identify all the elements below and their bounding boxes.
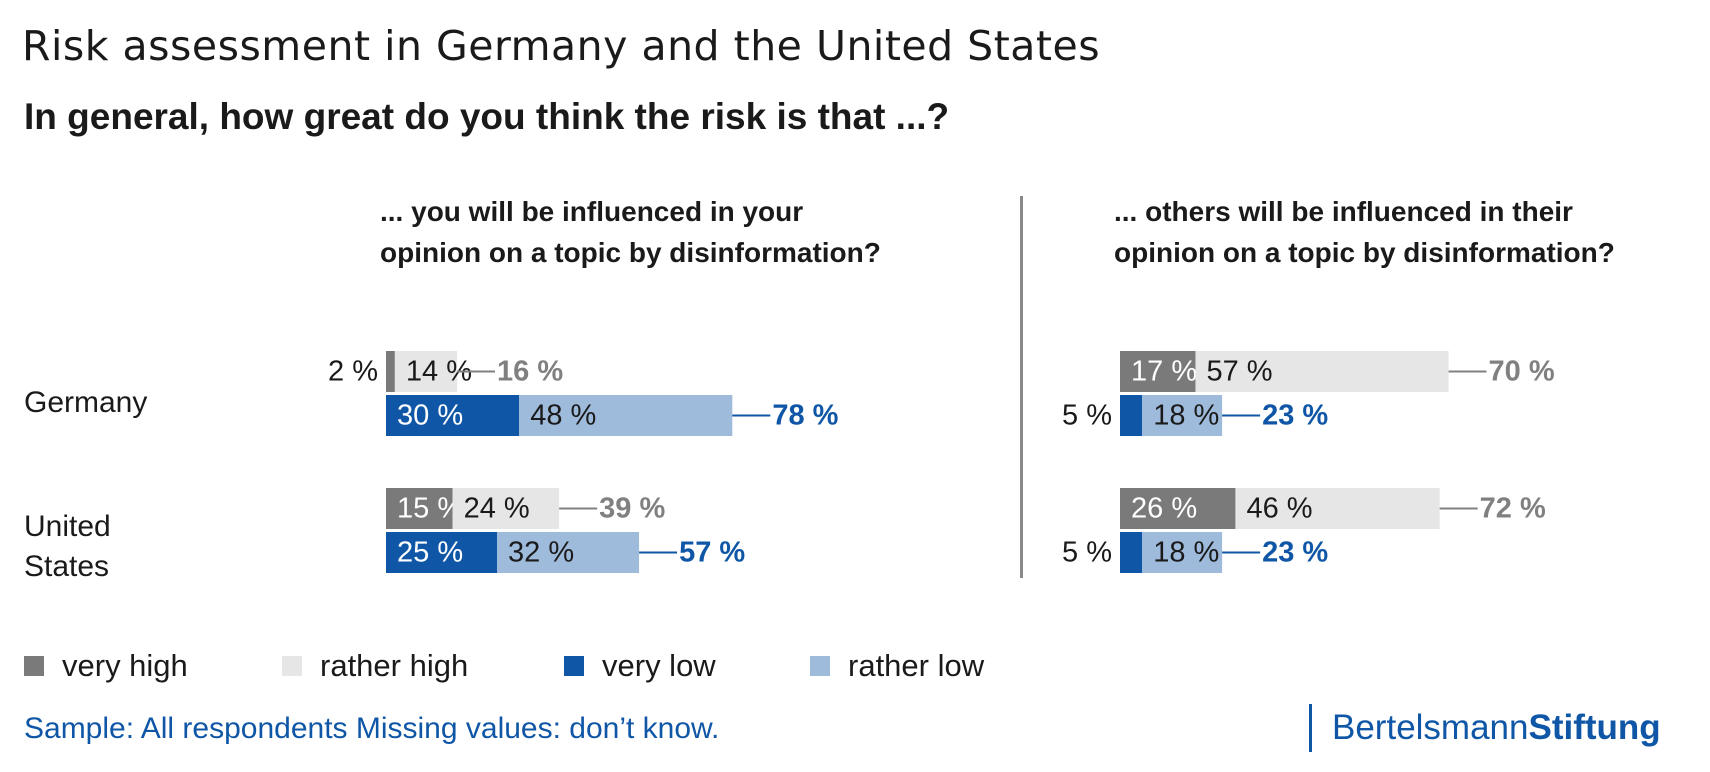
bar-self-germany-rather-low [519,395,733,436]
label-others-united-states-very-high: 26 % [1131,493,1197,525]
bar-self-germany-rather-high [394,351,458,392]
logo-text-regular: Bertelsmann [1332,708,1529,747]
label-others-germany-very-high: 17 % [1131,356,1197,388]
legend-label-very-low: very low [602,648,716,683]
label-self-united-states-rather-high: 24 % [464,493,530,525]
panel-divider [1020,196,1023,578]
label-self-united-states-rather-low: 32 % [508,537,574,569]
legend-label-very-high: very high [62,648,188,683]
bar-others-united-states-very-high [1120,488,1236,529]
bar-others-germany-rather-low [1142,395,1223,436]
bar-self-united-states-rather-low [497,532,640,573]
bar-self-united-states-rather-high [452,488,560,529]
label-others-united-states-rather-high: 46 % [1246,493,1312,525]
label-self-united-states-low-total: 57 % [679,537,745,569]
bar-others-germany-very-high [1120,351,1196,392]
label-self-germany-high-total: 16 % [497,356,563,388]
label-self-germany-low-total: 78 % [772,400,838,432]
logo-bar [1309,704,1312,752]
bar-self-united-states-very-high [386,488,453,529]
label-others-united-states-low-total: 23 % [1262,537,1328,569]
chart-subtitle: In general, how great do you think the r… [24,96,950,137]
label-others-germany-low-total: 23 % [1262,400,1328,432]
bar-others-germany-rather-high [1195,351,1449,392]
label-self-united-states-very-high: 15 % [397,493,463,525]
legend-label-rather-low: rather low [848,648,985,683]
stacked-bar-chart: 2 % 14 % 16 %30 % 48 % 78 %15 % 24 % 39 %25 % 3… [328,351,1555,573]
label-others-united-states-high-total: 72 % [1480,493,1546,525]
label-others-germany-rather-high: 57 % [1206,356,1272,388]
legend-item-rather-low: rather low [810,648,984,684]
bar-self-united-states-very-low [386,532,497,573]
row-label-united-states: United States [24,510,111,583]
panel-title-others: ... others will be influenced in their o… [1114,196,1615,268]
label-others-germany-very-low: 5 % [1062,400,1112,432]
legend-swatch-very-high [24,656,44,676]
legend-label-rather-high: rather high [320,648,469,683]
chart-title: Risk assessment in Germany and the Unite… [22,22,1101,70]
label-self-germany-rather-low: 48 % [530,400,596,432]
bar-others-united-states-very-low [1120,532,1143,573]
bar-others-united-states-rather-low [1142,532,1223,573]
logo-text-bold: Stiftung [1528,708,1661,747]
bar-others-germany-very-low [1120,395,1143,436]
label-others-germany-high-total: 70 % [1489,356,1555,388]
legend-swatch-very-low [564,656,584,676]
bertelsmann-stiftung-logo: BertelsmannStiftung [1309,704,1661,752]
legend-swatch-rather-high [282,656,302,676]
row-label-germany: Germany [24,386,148,419]
legend: very high rather high very low rather lo… [24,648,1064,688]
label-others-united-states-rather-low: 18 % [1153,537,1219,569]
panel-title-self: ... you will be influenced in your opini… [380,196,881,268]
label-others-germany-rather-low: 18 % [1153,400,1219,432]
bar-self-germany-very-low [386,395,520,436]
label-self-germany-very-low: 30 % [397,400,463,432]
logo-wordmark: BertelsmannStiftung [1332,708,1661,748]
bar-self-germany-very-high [386,351,395,392]
label-others-united-states-very-low: 5 % [1062,537,1112,569]
sample-note: Sample: All respondents Missing values: … [24,712,720,745]
legend-item-very-low: very low [564,648,716,684]
legend-swatch-rather-low [810,656,830,676]
label-self-united-states-high-total: 39 % [599,493,665,525]
label-self-united-states-very-low: 25 % [397,537,463,569]
legend-item-very-high: very high [24,648,188,684]
legend-item-rather-high: rather high [282,648,468,684]
bar-others-united-states-rather-high [1235,488,1440,529]
label-self-germany-very-high: 2 % [328,356,378,388]
